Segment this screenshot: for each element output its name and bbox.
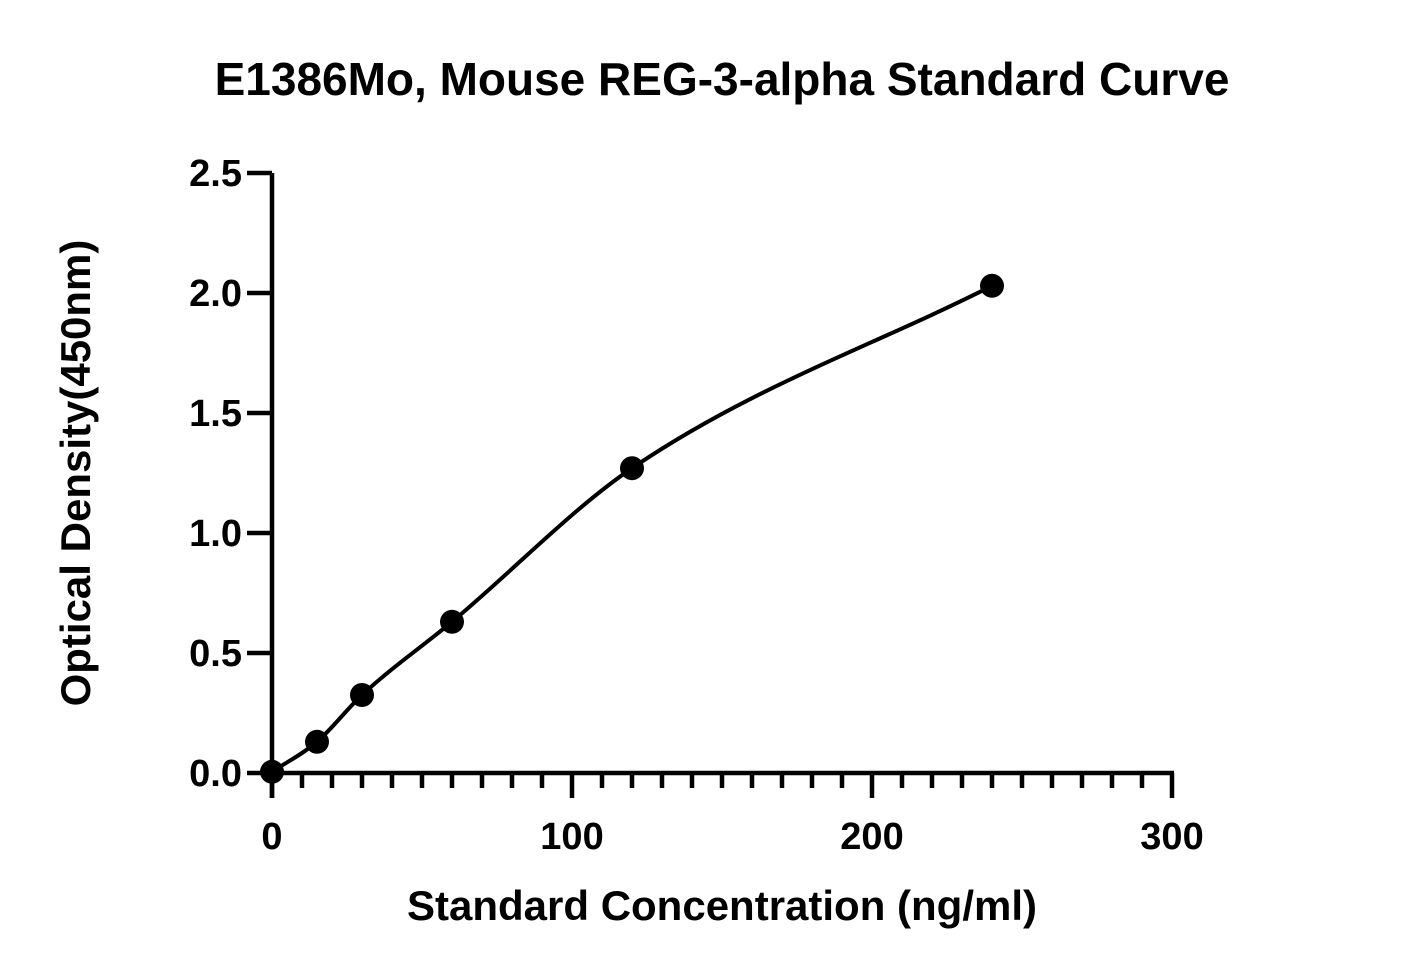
axes	[269, 173, 1174, 798]
tick-labels: 0.0 0.5 1.0 1.5 2.0 2.5 0 100 200 300	[189, 153, 1204, 858]
x-tick-label: 300	[1140, 816, 1203, 858]
y-tick-label: 1.5	[189, 393, 242, 435]
data-point	[980, 273, 1004, 298]
data-point	[305, 729, 329, 754]
y-tick-label: 2.5	[189, 153, 242, 195]
y-tick-label: 1.0	[189, 513, 242, 555]
ticks	[247, 170, 1175, 798]
chart-title: E1386Mo, Mouse REG-3-alpha Standard Curv…	[215, 53, 1230, 105]
data-point	[440, 609, 464, 634]
data-point	[350, 683, 374, 707]
fit-curve	[270, 284, 993, 774]
data-point	[620, 456, 644, 481]
y-tick-label: 2.0	[189, 273, 242, 315]
x-tick-label: 0	[261, 816, 282, 858]
y-tick-label: 0.5	[189, 633, 242, 675]
x-tick-label: 200	[840, 816, 903, 858]
y-axis-label: Optical Density(450nm)	[52, 240, 99, 707]
x-axis-label: Standard Concentration (ng/ml)	[407, 882, 1037, 929]
y-tick-label: 0.0	[189, 753, 242, 795]
x-tick-label: 100	[540, 816, 603, 858]
data-point	[260, 759, 284, 784]
data-points	[260, 273, 1004, 784]
